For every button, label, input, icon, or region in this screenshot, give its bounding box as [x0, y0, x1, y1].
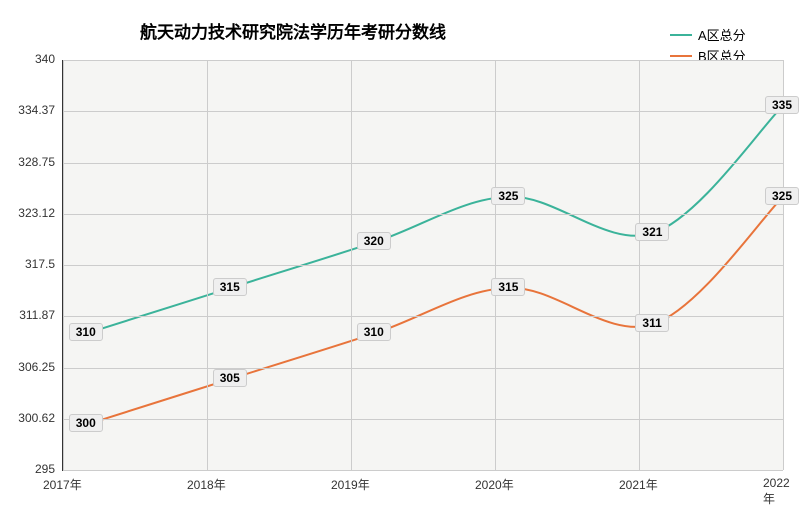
data-label: 305	[213, 369, 247, 387]
x-axis-label: 2020年	[475, 476, 514, 493]
series-line	[87, 197, 783, 425]
grid-line	[63, 163, 783, 164]
grid-line	[63, 265, 783, 266]
grid-line	[639, 60, 640, 470]
grid-line	[63, 470, 783, 471]
grid-line	[63, 111, 783, 112]
y-axis-label: 328.75	[18, 155, 55, 169]
x-axis-label: 2017年	[43, 476, 82, 493]
data-label: 321	[635, 223, 669, 241]
y-axis-label: 295	[35, 462, 55, 476]
y-axis-label: 317.5	[25, 257, 55, 271]
grid-line	[63, 214, 783, 215]
x-axis-label: 2018年	[187, 476, 226, 493]
y-axis-label: 334.37	[18, 103, 55, 117]
data-label: 310	[69, 323, 103, 341]
grid-line	[63, 60, 64, 470]
grid-line	[63, 60, 783, 61]
grid-line	[351, 60, 352, 470]
series-line	[87, 106, 783, 334]
grid-line	[783, 60, 784, 470]
y-axis-label: 300.62	[18, 411, 55, 425]
y-axis-label: 323.12	[18, 206, 55, 220]
legend-label: A区总分	[698, 25, 746, 44]
chart-title: 航天动力技术研究院法学历年考研分数线	[140, 18, 446, 43]
data-label: 320	[357, 232, 391, 250]
legend-swatch	[670, 55, 692, 57]
data-label: 315	[213, 278, 247, 296]
data-label: 325	[491, 187, 525, 205]
y-axis-label: 340	[35, 52, 55, 66]
grid-line	[63, 368, 783, 369]
legend-item: A区总分	[670, 25, 746, 44]
plot-area: 295300.62306.25311.87317.5323.12328.7533…	[62, 60, 783, 471]
y-axis-label: 311.87	[19, 308, 55, 322]
data-label: 315	[491, 278, 525, 296]
x-axis-label: 2021年	[619, 476, 658, 493]
data-label: 335	[765, 96, 799, 114]
grid-line	[63, 419, 783, 420]
x-axis-label: 2022年	[763, 476, 790, 507]
x-axis-label: 2019年	[331, 476, 370, 493]
data-label: 325	[765, 187, 799, 205]
data-label: 300	[69, 414, 103, 432]
legend-swatch	[670, 34, 692, 36]
data-label: 311	[635, 314, 668, 332]
grid-line	[495, 60, 496, 470]
grid-line	[207, 60, 208, 470]
grid-line	[63, 316, 783, 317]
data-label: 310	[357, 323, 391, 341]
y-axis-label: 306.25	[18, 360, 55, 374]
chart-container: 航天动力技术研究院法学历年考研分数线 A区总分B区总分 295300.62306…	[0, 0, 800, 500]
